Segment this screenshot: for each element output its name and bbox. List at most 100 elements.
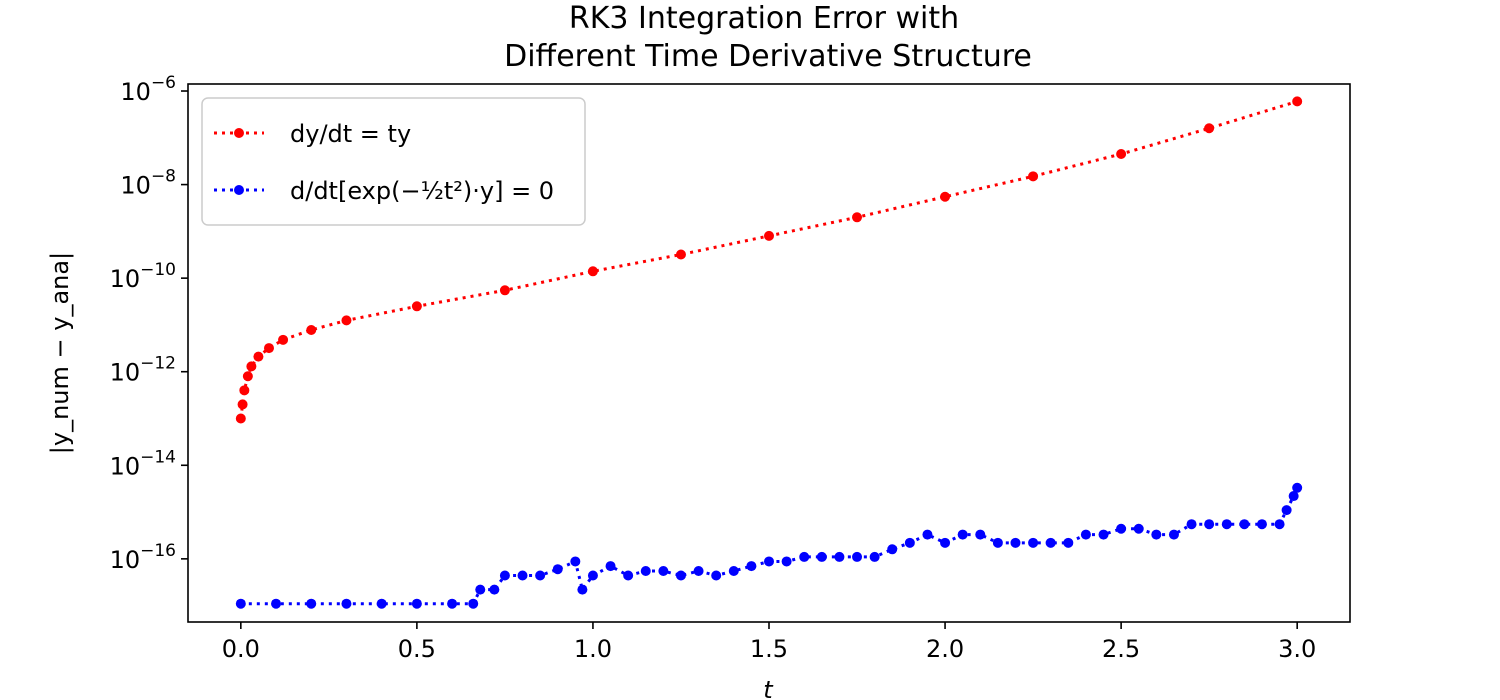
legend: dy/dt = ty d/dt[exp(−½t²)·y] = 0 (201, 97, 586, 226)
series-2-point (834, 551, 845, 562)
series-2-point (1281, 505, 1292, 516)
series-2-point (570, 556, 581, 567)
x-tick-label: 0.0 (222, 635, 260, 663)
series-2-point (1116, 523, 1127, 534)
y-tick-label: 10−10 (110, 260, 176, 293)
series-2-point (271, 598, 282, 609)
x-tick-label: 0.5 (398, 635, 436, 663)
x-axis-label: t (763, 676, 774, 700)
series-2-point (1239, 519, 1250, 530)
series-2-point (1168, 529, 1179, 540)
series-1-point (242, 371, 253, 382)
series-2-point (1151, 529, 1162, 540)
series-2-line (240, 487, 1299, 606)
series-2-point (975, 529, 986, 540)
series-2-point (799, 551, 810, 562)
series-2-point (341, 598, 352, 609)
chart-title-line-2: Different Time Derivative Structure (504, 39, 1032, 74)
x-axis: 0.0 0.5 1.0 1.5 2.0 2.5 3.0 (222, 622, 1316, 663)
series-1-point (1204, 123, 1215, 134)
series-2-point (1274, 519, 1285, 530)
series-2-point (499, 570, 510, 581)
series-2-point (587, 570, 598, 581)
series-2-point (577, 584, 588, 595)
series-1-point (675, 249, 686, 260)
series-2-point (535, 570, 546, 581)
series-1-point (253, 351, 264, 362)
series-2-point (940, 537, 951, 548)
series-1-point (235, 413, 246, 424)
legend-marker-2 (234, 185, 244, 195)
series-2-point (376, 598, 387, 609)
series-2-point (781, 556, 792, 567)
series-1-point (1116, 149, 1127, 160)
series-1-point (587, 266, 598, 277)
y-tick-label: 10−12 (110, 354, 176, 387)
series-2-point (306, 598, 317, 609)
legend-box (201, 97, 586, 226)
plot-area (235, 96, 1303, 609)
legend-marker-1 (234, 128, 244, 138)
y-tick-label: 10−6 (120, 73, 176, 106)
series-1-point (239, 385, 250, 396)
y-tick-label: 10−8 (120, 167, 176, 200)
x-tick-label: 1.0 (574, 635, 612, 663)
series-2-point (693, 565, 704, 576)
series-2-point (1288, 491, 1299, 502)
series-2-point (517, 570, 528, 581)
series-2-point (746, 561, 757, 572)
series-1-point (306, 324, 317, 335)
x-tick-label: 3.0 (1278, 635, 1316, 663)
series-2-point (1186, 519, 1197, 530)
series-1-point (411, 301, 422, 312)
y-tick-label: 10−16 (110, 541, 176, 574)
series-1-point (246, 361, 257, 372)
series-2-point (468, 598, 479, 609)
series-1 (235, 96, 1303, 424)
series-1-point (237, 399, 248, 410)
series-2-point (235, 598, 246, 609)
series-2-point (1028, 537, 1039, 548)
series-2-point (957, 529, 968, 540)
series-2-point (475, 584, 486, 595)
series-2-point (552, 564, 563, 575)
chart-title-line-1: RK3 Integration Error with (569, 1, 959, 36)
series-2-point (1080, 529, 1091, 540)
series-2-point (675, 570, 686, 581)
y-axis-label: |y_num − y_ana| (46, 252, 74, 454)
series-2-point (1098, 529, 1109, 540)
series-1-point (263, 343, 274, 354)
series-2-point (1292, 482, 1303, 493)
series-2-point (447, 598, 458, 609)
series-2-point (764, 556, 774, 567)
series-2-point (411, 598, 422, 609)
series-2-point (1133, 523, 1144, 534)
series-2-point (1010, 537, 1021, 548)
series-2-point (922, 529, 933, 540)
series-2-point (1045, 537, 1056, 548)
series-1-point (1292, 96, 1303, 107)
series-2-point (728, 565, 739, 576)
series-1-point (341, 315, 352, 326)
x-tick-label: 2.0 (926, 635, 964, 663)
legend-label-1: dy/dt = ty (290, 120, 411, 148)
series-2-point (904, 537, 915, 548)
series-2-point (1221, 519, 1232, 530)
x-tick-label: 2.5 (1102, 635, 1140, 663)
series-2-point (1204, 519, 1215, 530)
series-2-point (1063, 537, 1074, 548)
series-1-point (278, 334, 289, 345)
series-2-point (623, 570, 634, 581)
series-1-point (940, 191, 951, 202)
y-axis: 10−6 10−8 10−10 10−12 10−14 10−16 (110, 73, 188, 574)
series-2-point (992, 537, 1003, 548)
y-tick-label: 10−14 (110, 447, 176, 480)
series-1-point (499, 285, 510, 296)
series-2-point (1256, 519, 1267, 530)
series-1-point (1028, 171, 1039, 182)
x-tick-label: 1.5 (750, 635, 788, 663)
series-2-point (640, 565, 651, 576)
series-1-point (852, 212, 863, 223)
series-2-point (658, 565, 669, 576)
